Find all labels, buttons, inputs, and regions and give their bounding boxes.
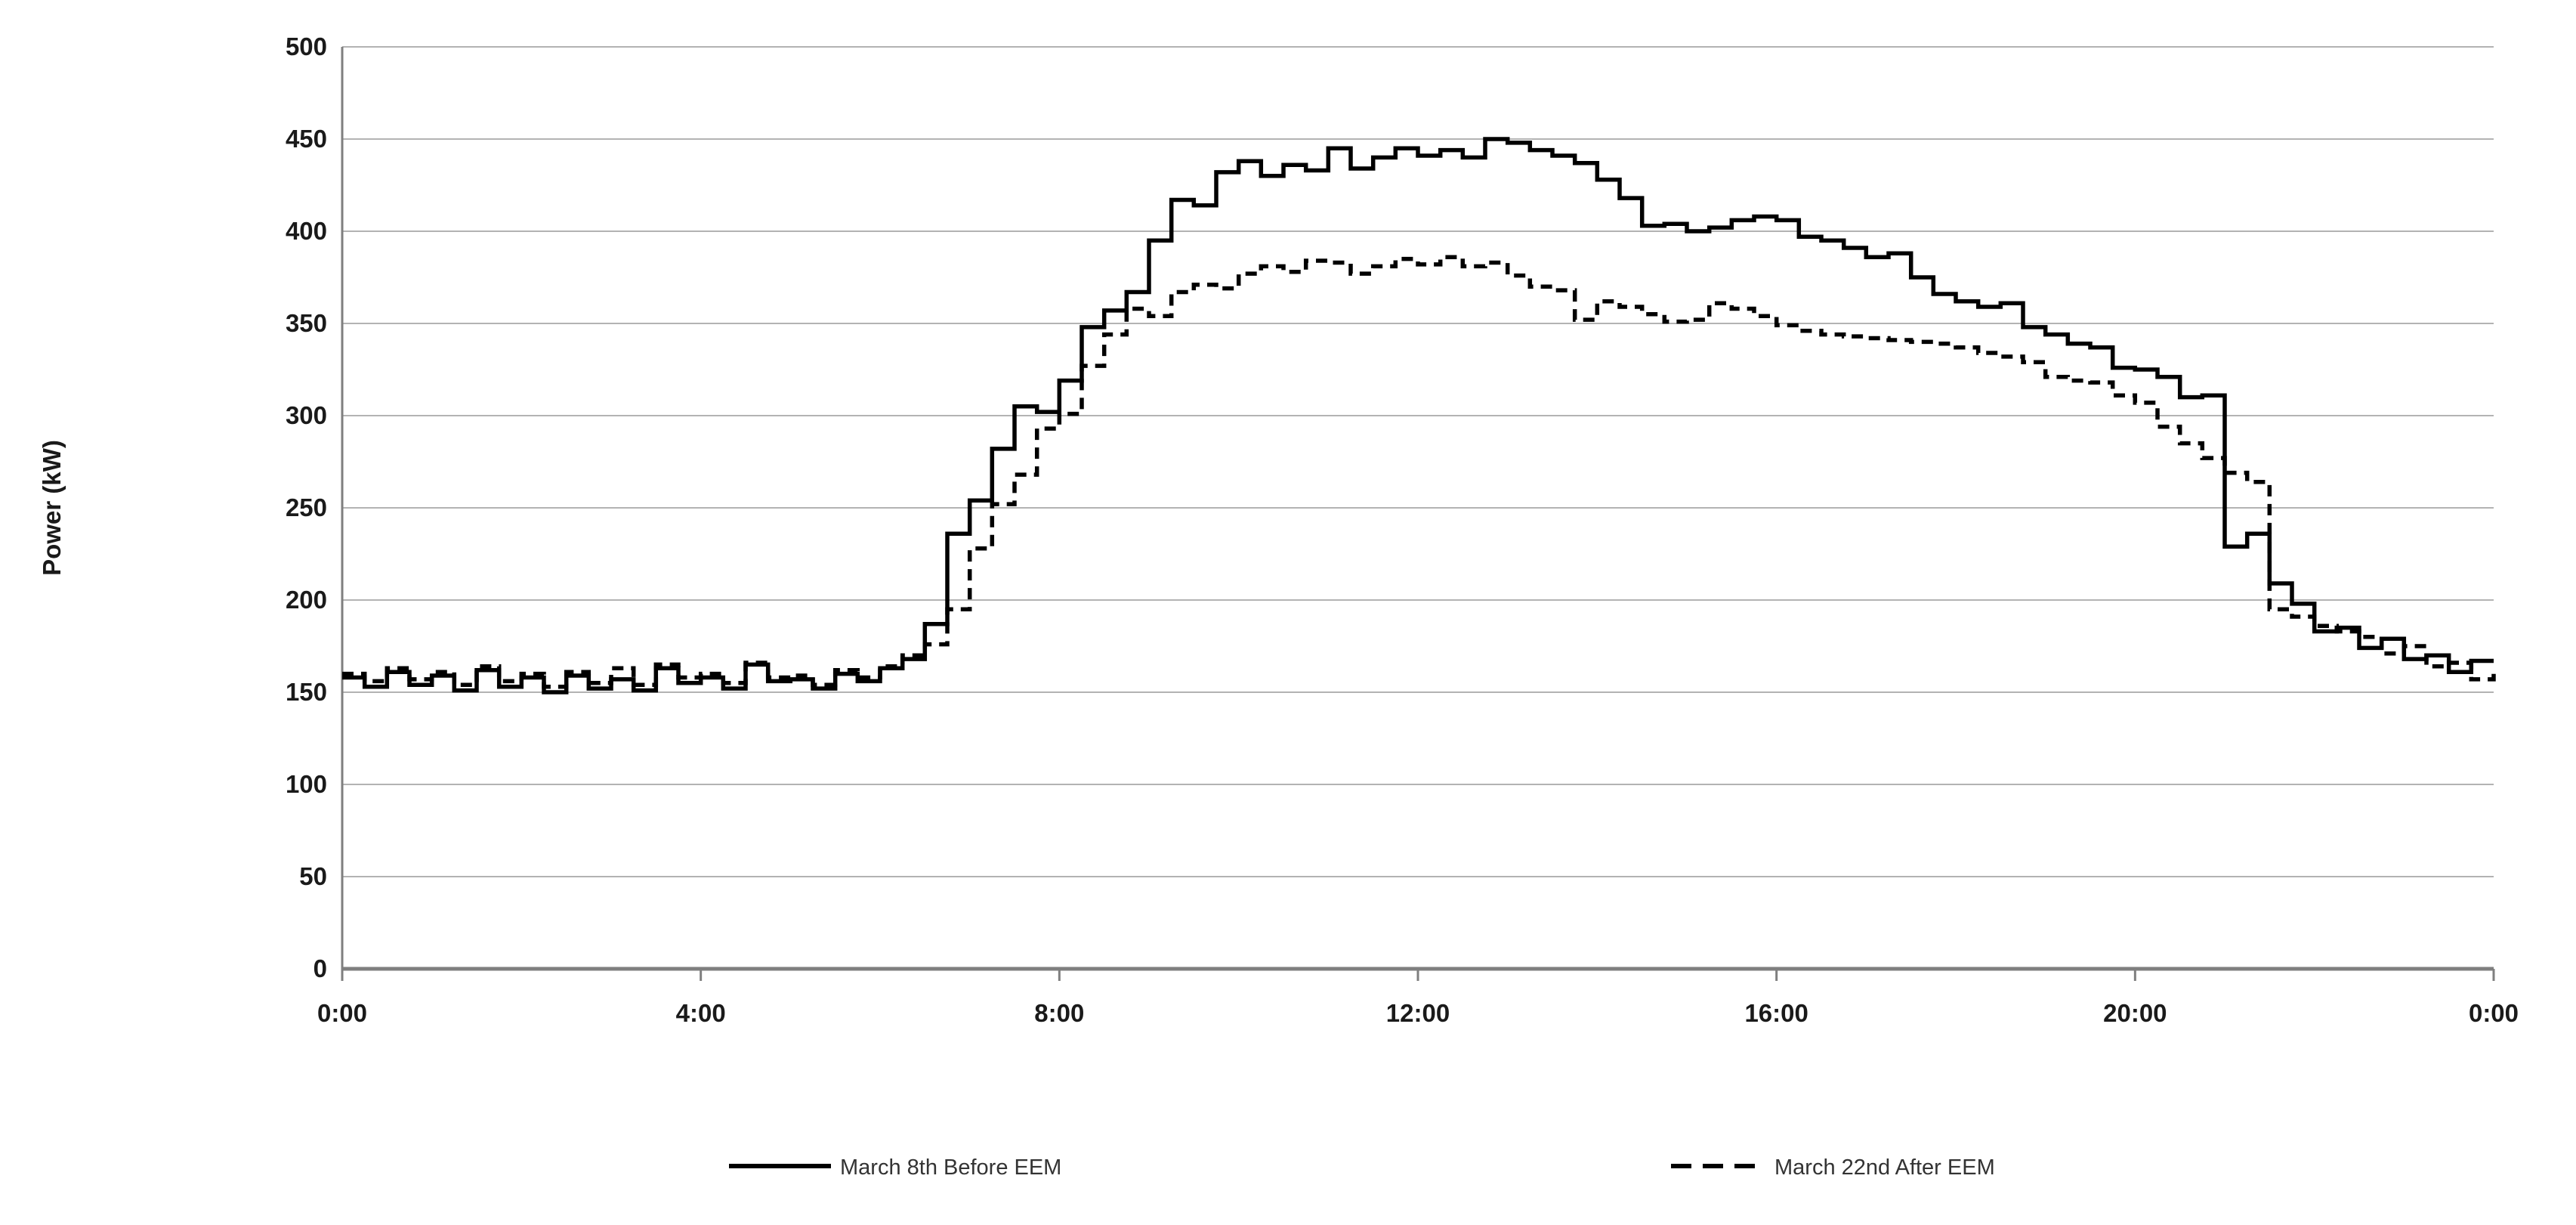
y-tick-label: 200 <box>286 586 327 614</box>
x-tick-label: 4:00 <box>676 999 726 1027</box>
y-tick-label: 250 <box>286 493 327 521</box>
y-tick-label: 50 <box>299 862 327 890</box>
x-tick-label: 20:00 <box>2103 999 2167 1027</box>
y-tick-label: 100 <box>286 770 327 798</box>
y-axis-title: Power (kW) <box>38 440 66 576</box>
x-tick-label: 0:00 <box>2469 999 2519 1027</box>
y-tick-label: 400 <box>286 217 327 245</box>
legend-label: March 8th Before EEM <box>840 1155 1061 1180</box>
y-tick-label: 0 <box>314 954 327 982</box>
x-tick-label: 12:00 <box>1386 999 1450 1027</box>
y-tick-label: 450 <box>286 125 327 153</box>
x-tick-label: 8:00 <box>1034 999 1084 1027</box>
x-tick-label: 16:00 <box>1744 999 1808 1027</box>
legend-label: March 22nd After EEM <box>1774 1155 1995 1180</box>
series-line-after-eem <box>342 255 2496 689</box>
y-tick-label: 500 <box>286 32 327 60</box>
y-tick-label: 300 <box>286 401 327 429</box>
y-tick-label: 150 <box>286 678 327 706</box>
y-tick-label: 350 <box>286 309 327 337</box>
x-tick-label: 0:00 <box>317 999 367 1027</box>
